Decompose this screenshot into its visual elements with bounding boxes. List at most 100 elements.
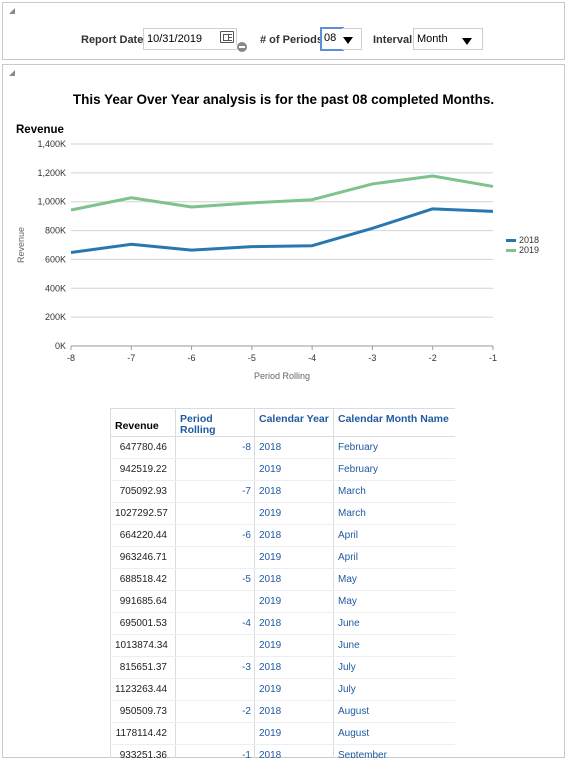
column-header-revenue[interactable]: Revenue — [111, 409, 176, 437]
legend-swatch-2019 — [506, 249, 516, 252]
cell-calendar-year[interactable]: 2018 — [255, 657, 334, 679]
x-tick-label: -3 — [368, 353, 376, 363]
cell-calendar-month[interactable]: April — [334, 547, 456, 569]
table-row: 1178114.42 2019 August — [111, 723, 456, 745]
cell-calendar-year[interactable]: 2019 — [255, 723, 334, 745]
column-header-calendar-year[interactable]: Calendar Year — [255, 409, 334, 437]
table-row: 933251.36 -1 2018 September — [111, 745, 456, 759]
table-row: 950509.73 -2 2018 August — [111, 701, 456, 723]
y-tick-label: 200K — [45, 312, 66, 322]
cell-revenue: 942519.22 — [111, 459, 176, 481]
column-header-calendar-month[interactable]: Calendar Month Name — [334, 409, 456, 437]
cell-period-rolling[interactable] — [176, 635, 255, 657]
table-row: 688518.42 -5 2018 May — [111, 569, 456, 591]
cell-calendar-year[interactable]: 2018 — [255, 613, 334, 635]
cell-period-rolling[interactable]: -5 — [176, 569, 255, 591]
cell-period-rolling[interactable] — [176, 723, 255, 745]
table-row: 991685.64 2019 May — [111, 591, 456, 613]
table-row: 815651.37 -3 2018 July — [111, 657, 456, 679]
cell-revenue: 688518.42 — [111, 569, 176, 591]
cell-calendar-year[interactable]: 2019 — [255, 459, 334, 481]
x-axis-label: Period Rolling — [254, 371, 310, 381]
column-header-period-rolling[interactable]: Period Rolling — [176, 409, 255, 437]
cell-period-rolling[interactable]: -2 — [176, 701, 255, 723]
cell-revenue: 950509.73 — [111, 701, 176, 723]
cell-calendar-year[interactable]: 2018 — [255, 437, 334, 459]
cell-period-rolling[interactable]: -6 — [176, 525, 255, 547]
cell-calendar-month[interactable]: April — [334, 525, 456, 547]
table-body: 647780.46 -8 2018 February 942519.22 2019 Febr… — [111, 437, 456, 759]
cell-period-rolling[interactable] — [176, 459, 255, 481]
cell-calendar-year[interactable]: 2018 — [255, 569, 334, 591]
legend-swatch-2018 — [506, 239, 516, 242]
cell-calendar-year[interactable]: 2018 — [255, 481, 334, 503]
cell-revenue: 695001.53 — [111, 613, 176, 635]
cell-calendar-month[interactable]: March — [334, 503, 456, 525]
cell-calendar-month[interactable]: May — [334, 591, 456, 613]
cell-calendar-year[interactable]: 2019 — [255, 503, 334, 525]
x-tick-label: -2 — [429, 353, 437, 363]
table-row: 942519.22 2019 February — [111, 459, 456, 481]
x-tick-label: -7 — [127, 353, 135, 363]
y-tick-label: 1,000K — [37, 197, 66, 207]
cell-period-rolling[interactable] — [176, 679, 255, 701]
cell-calendar-year[interactable]: 2018 — [255, 745, 334, 759]
table-row: 1013874.34 2019 June — [111, 635, 456, 657]
table-row: 664220.44 -6 2018 April — [111, 525, 456, 547]
cell-period-rolling[interactable]: -7 — [176, 481, 255, 503]
cell-calendar-month[interactable]: August — [334, 701, 456, 723]
x-tick-label: -5 — [248, 353, 256, 363]
cell-revenue: 647780.46 — [111, 437, 176, 459]
cell-revenue: 963246.71 — [111, 547, 176, 569]
cell-calendar-month[interactable]: March — [334, 481, 456, 503]
cell-calendar-month[interactable]: June — [334, 635, 456, 657]
cell-period-rolling[interactable]: -8 — [176, 437, 255, 459]
revenue-line-chart: 0K 200K 400K 600K 800K 1,000K 1,200K 1,400K -8 -7… — [0, 0, 567, 400]
cell-calendar-month[interactable]: February — [334, 437, 456, 459]
legend-item-2019: 2019 — [506, 245, 539, 255]
legend-item-2018: 2018 — [506, 235, 539, 245]
cell-revenue: 664220.44 — [111, 525, 176, 547]
cell-calendar-month[interactable]: September — [334, 745, 456, 759]
cell-revenue: 815651.37 — [111, 657, 176, 679]
cell-period-rolling[interactable]: -4 — [176, 613, 255, 635]
cell-calendar-year[interactable]: 2019 — [255, 547, 334, 569]
series-line-2019 — [71, 176, 493, 210]
y-tick-label: 600K — [45, 254, 66, 264]
cell-period-rolling[interactable]: -3 — [176, 657, 255, 679]
cell-calendar-month[interactable]: July — [334, 679, 456, 701]
x-tick-label: -4 — [308, 353, 316, 363]
table-row: 1027292.57 2019 March — [111, 503, 456, 525]
cell-revenue: 1027292.57 — [111, 503, 176, 525]
cell-calendar-year[interactable]: 2018 — [255, 701, 334, 723]
cell-calendar-month[interactable]: May — [334, 569, 456, 591]
table-row: 695001.53 -4 2018 June — [111, 613, 456, 635]
cell-revenue: 1123263.44 — [111, 679, 176, 701]
table-row: 705092.93 -7 2018 March — [111, 481, 456, 503]
cell-period-rolling[interactable]: -1 — [176, 745, 255, 759]
cell-calendar-year[interactable]: 2018 — [255, 525, 334, 547]
cell-revenue: 933251.36 — [111, 745, 176, 759]
cell-period-rolling[interactable] — [176, 591, 255, 613]
revenue-table: Revenue Period Rolling Calendar Year Cal… — [110, 408, 455, 758]
cell-calendar-year[interactable]: 2019 — [255, 679, 334, 701]
y-tick-label: 1,200K — [37, 168, 66, 178]
y-axis-label: Revenue — [16, 227, 26, 263]
cell-calendar-year[interactable]: 2019 — [255, 591, 334, 613]
x-tick-label: -6 — [188, 353, 196, 363]
cell-revenue: 705092.93 — [111, 481, 176, 503]
y-tick-label: 800K — [45, 226, 66, 236]
cell-calendar-month[interactable]: August — [334, 723, 456, 745]
cell-period-rolling[interactable] — [176, 503, 255, 525]
cell-calendar-month[interactable]: July — [334, 657, 456, 679]
y-tick-label: 0K — [55, 341, 66, 351]
y-tick-label: 1,400K — [37, 139, 66, 149]
legend-label-2019: 2019 — [519, 245, 539, 255]
cell-calendar-year[interactable]: 2019 — [255, 635, 334, 657]
cell-revenue: 1178114.42 — [111, 723, 176, 745]
cell-revenue: 991685.64 — [111, 591, 176, 613]
cell-period-rolling[interactable] — [176, 547, 255, 569]
x-tick-label: -8 — [67, 353, 75, 363]
cell-calendar-month[interactable]: June — [334, 613, 456, 635]
cell-calendar-month[interactable]: February — [334, 459, 456, 481]
